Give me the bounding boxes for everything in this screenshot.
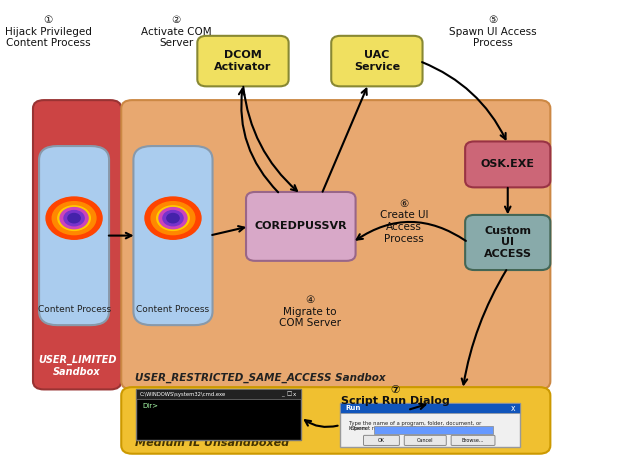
Text: ④
Migrate to
COM Server: ④ Migrate to COM Server (279, 295, 341, 328)
Circle shape (159, 207, 187, 229)
Circle shape (145, 197, 201, 239)
Text: DCOM
Activator: DCOM Activator (214, 50, 271, 72)
Circle shape (60, 207, 88, 229)
FancyBboxPatch shape (246, 192, 356, 261)
Text: OSK.EXE: OSK.EXE (481, 159, 535, 170)
Text: Open:: Open: (349, 426, 369, 431)
Text: Run: Run (345, 405, 360, 411)
FancyBboxPatch shape (340, 403, 520, 447)
FancyBboxPatch shape (39, 146, 109, 325)
Text: COREDPUSSVR: COREDPUSSVR (255, 221, 347, 231)
Text: x: x (511, 404, 515, 413)
FancyBboxPatch shape (374, 426, 493, 434)
FancyBboxPatch shape (121, 100, 550, 389)
Text: ⑦
Script Run Dialog: ⑦ Script Run Dialog (340, 385, 449, 407)
Circle shape (46, 197, 102, 239)
Circle shape (52, 202, 96, 235)
FancyBboxPatch shape (121, 387, 550, 454)
Text: UAC
Service: UAC Service (354, 50, 400, 72)
Text: USER_LIMITED
Sandbox: USER_LIMITED Sandbox (38, 355, 116, 377)
Text: ⑥
Create UI
Access
Process: ⑥ Create UI Access Process (380, 199, 429, 243)
Text: Browse...: Browse... (462, 438, 484, 443)
Circle shape (163, 211, 183, 226)
Text: _: _ (281, 391, 284, 396)
Text: ②
Activate COM
Server: ② Activate COM Server (141, 15, 211, 49)
Circle shape (64, 211, 84, 226)
FancyBboxPatch shape (136, 389, 301, 399)
FancyBboxPatch shape (332, 36, 422, 86)
Circle shape (157, 206, 189, 231)
Text: ①
Hijack Privileged
Content Process: ① Hijack Privileged Content Process (4, 15, 92, 49)
Text: Dir>: Dir> (143, 403, 159, 409)
Text: Content Process: Content Process (136, 304, 209, 314)
FancyBboxPatch shape (340, 403, 520, 413)
FancyBboxPatch shape (451, 435, 495, 445)
FancyBboxPatch shape (465, 215, 550, 270)
Text: Content Process: Content Process (38, 304, 111, 314)
Text: x: x (293, 391, 296, 396)
FancyBboxPatch shape (404, 435, 446, 445)
FancyBboxPatch shape (133, 146, 212, 325)
Text: Type the name of a program, folder, document, or
Internet resource, and Windows : Type the name of a program, folder, docu… (349, 421, 486, 432)
FancyBboxPatch shape (136, 389, 301, 440)
Text: ⑤
Spawn UI Access
Process: ⑤ Spawn UI Access Process (449, 15, 536, 49)
Text: Cancel: Cancel (417, 438, 433, 443)
FancyBboxPatch shape (465, 141, 550, 188)
Circle shape (58, 206, 90, 231)
FancyBboxPatch shape (33, 100, 121, 389)
FancyBboxPatch shape (364, 435, 399, 445)
Circle shape (151, 202, 195, 235)
Text: USER_RESTRICTED_SAME_ACCESS Sandbox: USER_RESTRICTED_SAME_ACCESS Sandbox (135, 372, 386, 383)
Text: OK: OK (378, 438, 385, 443)
Text: Custom
UI
ACCESS: Custom UI ACCESS (484, 226, 532, 259)
Text: Medium IL Unsandboxed: Medium IL Unsandboxed (135, 438, 289, 448)
Text: C:\WINDOWS\system32\cmd.exe: C:\WINDOWS\system32\cmd.exe (140, 391, 226, 396)
Text: □: □ (286, 391, 291, 396)
FancyBboxPatch shape (197, 36, 289, 86)
Circle shape (167, 213, 179, 223)
Circle shape (68, 213, 80, 223)
